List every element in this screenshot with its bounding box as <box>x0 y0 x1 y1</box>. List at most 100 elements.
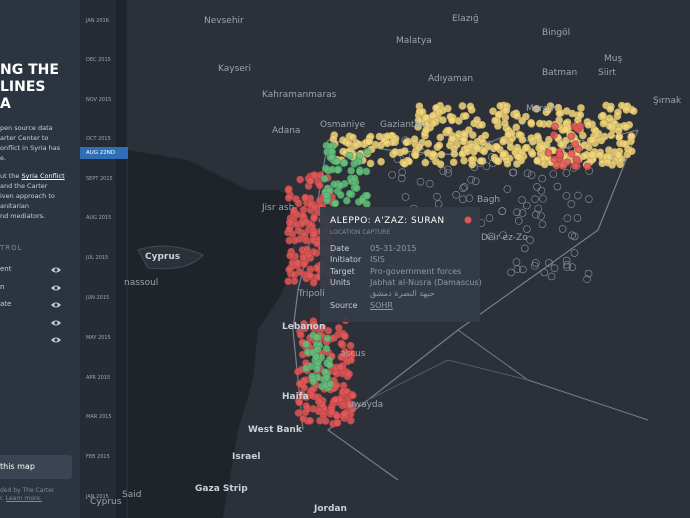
event-dot <box>350 174 359 183</box>
eye-toggle[interactable] <box>50 284 62 292</box>
event-dot <box>605 114 614 123</box>
event-dot <box>562 169 571 177</box>
place-label: Bingöl <box>542 28 571 38</box>
event-dot <box>522 201 531 210</box>
event-dot <box>362 167 371 176</box>
event-dot <box>555 109 564 118</box>
timeline-label: OCT 2015 <box>86 136 111 142</box>
event-dot <box>448 134 457 143</box>
event-dot <box>459 195 467 204</box>
event-dot <box>437 150 446 159</box>
event-dot <box>518 209 527 217</box>
eye-toggle[interactable] <box>50 266 62 274</box>
event-dot <box>606 105 615 113</box>
intro: pen source data arter Center to onflict in… <box>0 123 60 163</box>
share-button[interactable]: this map <box>0 455 72 479</box>
row-key: Target <box>330 266 355 276</box>
event-dot <box>473 144 482 153</box>
event-dot <box>391 148 400 156</box>
event-dot <box>533 183 541 191</box>
event-dot <box>576 122 585 130</box>
event-dot <box>284 277 293 286</box>
timeline-label: JAN 2015 <box>86 494 109 500</box>
event-dot <box>322 191 331 200</box>
text: pen source data <box>0 124 53 132</box>
event-dot <box>563 214 572 223</box>
event-dot <box>466 102 475 111</box>
event-dot <box>493 157 502 165</box>
event-dot <box>568 263 577 271</box>
event-dot <box>309 320 318 328</box>
event-dot <box>295 398 304 407</box>
control-label: n <box>0 282 5 291</box>
event-dot <box>544 149 553 157</box>
event-dot <box>429 119 437 128</box>
event-dot <box>312 352 320 361</box>
event-dot <box>301 193 310 202</box>
map <box>128 0 690 518</box>
eye-toggle[interactable] <box>50 336 62 344</box>
event-dot <box>341 348 349 356</box>
event-dot <box>326 380 335 388</box>
place-label: Haifa <box>282 392 309 402</box>
title-line: A <box>0 96 11 112</box>
link[interactable]: Syria Conflict <box>21 172 65 180</box>
event-dot <box>550 264 559 272</box>
event-dot <box>485 214 494 222</box>
event-dot <box>507 268 515 277</box>
event-dot <box>398 168 407 177</box>
event-dot <box>320 175 329 183</box>
place-label: uwayda <box>348 400 384 410</box>
event-dot <box>336 181 345 190</box>
event-dot <box>487 232 495 241</box>
event-dot <box>324 326 333 335</box>
row-value: 05-31-2015 <box>370 244 417 253</box>
event-dot <box>416 177 425 186</box>
event-dot <box>491 116 499 125</box>
event-dot <box>596 151 604 159</box>
row-key: Units <box>330 277 351 287</box>
event-dot <box>498 207 507 215</box>
event-dot <box>454 117 463 125</box>
event-dot <box>401 193 410 201</box>
event-dot <box>315 397 323 406</box>
event-dot <box>294 409 303 417</box>
event-dot <box>539 194 547 203</box>
event-dot <box>452 191 460 199</box>
timeline-label: AUG 2015 <box>86 215 112 221</box>
popup-title: ALEPPO: A'ZAZ: SURAN <box>330 216 445 226</box>
event-dot <box>424 139 433 148</box>
place-label: Said <box>122 490 142 500</box>
event-dot <box>444 169 452 177</box>
event-dot <box>479 138 487 147</box>
eye-toggle[interactable] <box>50 301 62 309</box>
event-dot <box>512 123 521 132</box>
event-dot <box>584 269 593 278</box>
event-dot <box>363 147 371 156</box>
timeline-label: JAN 2016 <box>86 18 109 24</box>
eye-toggle[interactable] <box>50 319 62 327</box>
control-label: ate <box>0 300 12 308</box>
current-date[interactable]: AUG 22ND <box>80 147 128 159</box>
event-dot <box>284 186 293 194</box>
event-dot <box>383 139 391 148</box>
event-dot <box>310 214 318 223</box>
event-dot <box>410 135 419 144</box>
event-dot <box>579 152 588 161</box>
event-dot <box>458 102 467 110</box>
event-dot <box>444 165 452 174</box>
event-dot <box>465 126 473 134</box>
event-dot <box>332 157 341 166</box>
event-dot <box>583 275 591 283</box>
place-label: Jordan <box>314 504 347 514</box>
event-dot <box>550 155 559 164</box>
event-dot <box>300 383 309 392</box>
event-dot <box>309 230 318 238</box>
event-dot <box>336 191 345 199</box>
event-dot <box>503 185 512 193</box>
text: ded by The Carter <box>0 487 55 494</box>
place-label: Osmaniye <box>320 120 366 130</box>
event-dot <box>309 377 317 386</box>
event-dot <box>484 142 493 151</box>
link[interactable]: Learn more. <box>5 495 42 502</box>
